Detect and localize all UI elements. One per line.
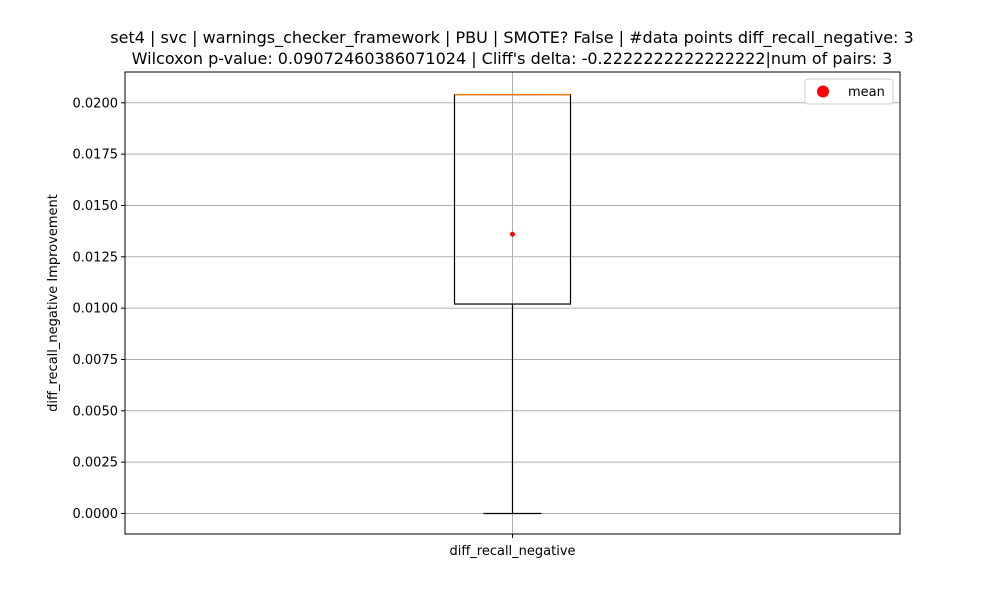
y-tick-label: 0.0150 <box>73 199 119 214</box>
y-tick-label: 0.0100 <box>73 302 119 317</box>
chart-title-line-1: set4 | svc | warnings_checker_framework … <box>110 28 913 48</box>
y-axis-label: diff_recall_negative Improvement <box>46 194 61 412</box>
y-tick-label: 0.0025 <box>73 456 119 471</box>
y-axis-ticks: 0.0000 0.0025 0.0050 0.0075 0.0100 0.0125 0.01… <box>73 96 125 522</box>
y-tick-label: 0.0075 <box>73 353 119 368</box>
x-tick-label: diff_recall_negative <box>449 544 575 559</box>
legend-mean-label: mean <box>848 85 885 100</box>
y-tick-label: 0.0175 <box>73 148 119 163</box>
legend-box <box>804 78 894 105</box>
legend-mean-marker-icon <box>817 85 829 98</box>
y-tick-label: 0.0125 <box>73 250 119 265</box>
chart-title-line-2: Wilcoxon p-value: 0.09072460386071024 | … <box>132 49 893 68</box>
box-elements <box>453 93 572 515</box>
x-axis-ticks: diff_recall_negative <box>449 534 576 559</box>
plot-area-frame <box>124 71 901 535</box>
mean-point <box>510 231 515 237</box>
legend: mean <box>804 78 894 105</box>
y-tick-label: 0.0200 <box>73 96 119 111</box>
y-tick-label: 0.0000 <box>73 507 119 522</box>
y-tick-label: 0.0050 <box>73 404 119 419</box>
